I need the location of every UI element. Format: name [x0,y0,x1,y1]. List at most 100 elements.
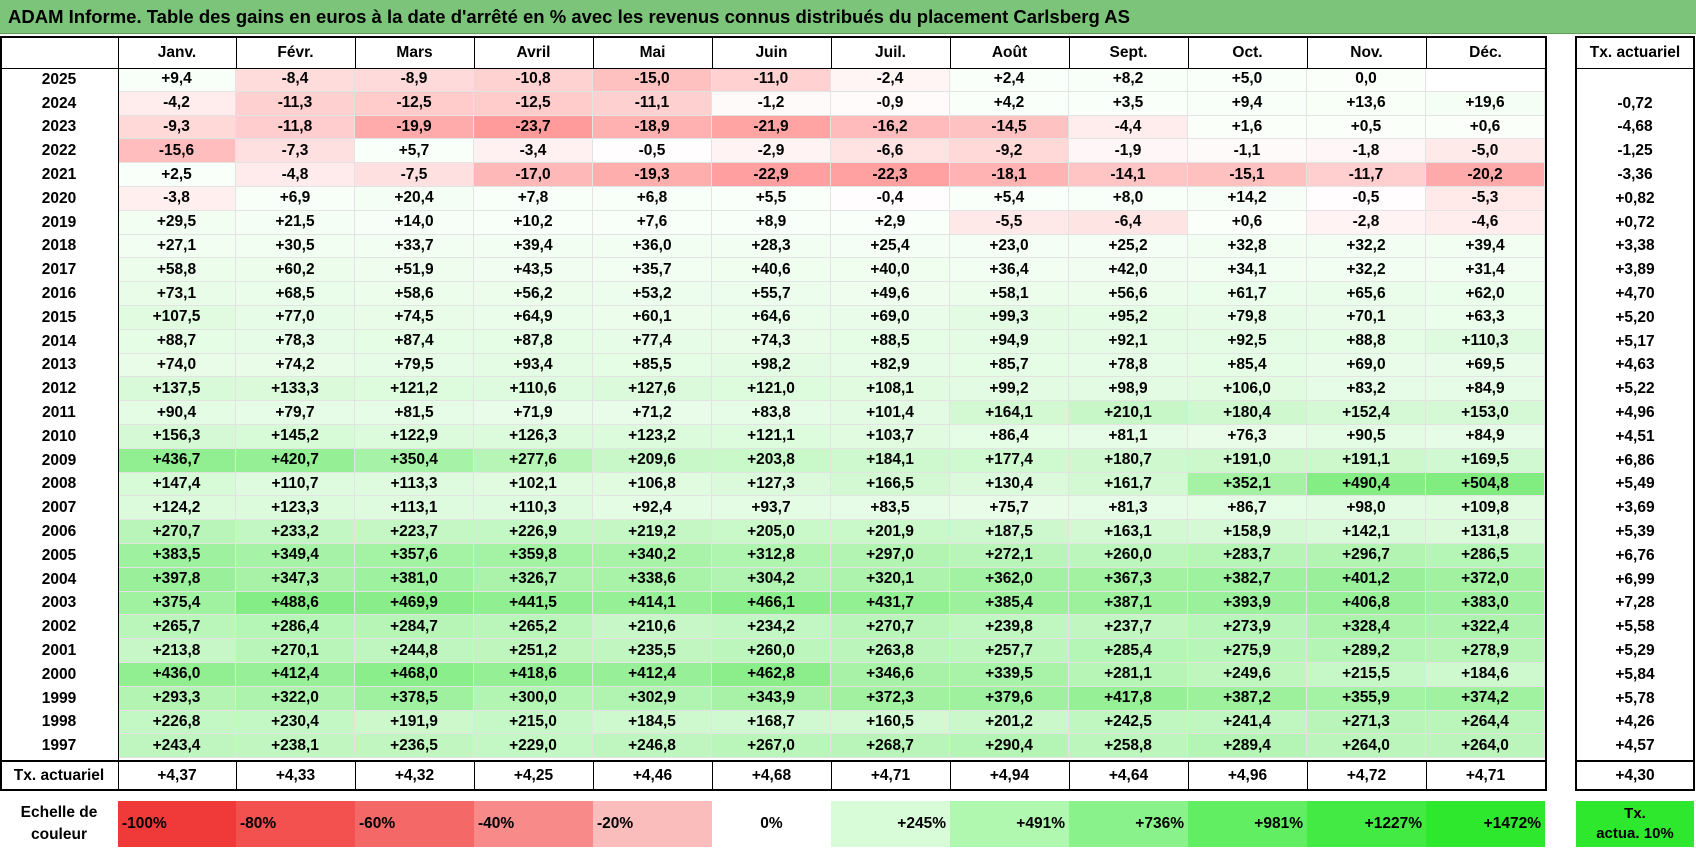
table-cell: +93,4 [474,353,593,378]
table-cell: +340,2 [593,544,712,568]
table-cell: +88,5 [831,329,950,354]
table-cell: +110,3 [474,496,593,521]
tx-actuariel-cell: +0,82 [1615,189,1655,207]
header-col-divider [950,38,951,68]
month-header: Juil. [874,44,906,61]
table-cell: +87,4 [355,329,474,354]
table-cell: +387,2 [1188,686,1307,711]
summary-col-divider [950,762,951,790]
table-cell: +270,7 [831,615,950,640]
table-cell: +110,3 [1426,329,1545,354]
table-cell: +488,6 [236,591,355,616]
table-cell: +187,5 [950,520,1069,544]
table-cell: +81,3 [1069,496,1188,521]
table-cell: +441,5 [474,591,593,616]
color-scale-swatch: +1472% [1426,801,1545,847]
table-cell: +109,8 [1426,496,1545,521]
table-cell: +64,6 [712,306,831,330]
table-cell: +397,8 [118,567,236,592]
table-cell: +83,8 [712,401,831,425]
table-cell: +320,1 [831,567,950,592]
tx-actuariel-cell: +5,58 [1615,618,1655,636]
color-scale-swatch: +491% [950,801,1069,847]
table-cell: +102,1 [474,472,593,497]
table-cell: +2,4 [950,68,1069,92]
summary-cell: +4,32 [394,766,435,784]
table-cell: +242,5 [1069,710,1188,735]
summary-col-divider [474,762,475,790]
month-header: Nov. [1350,44,1383,61]
year-column-divider [118,38,119,790]
table-cell: -19,3 [593,163,712,187]
table-cell: +346,6 [831,663,950,687]
table-cell: +36,0 [593,234,712,259]
table-cell: +49,6 [831,282,950,306]
tx-actuariel-cell: -3,36 [1617,166,1653,184]
table-cell: +25,4 [831,234,950,259]
table-cell: +163,1 [1069,520,1188,544]
table-cell: +99,2 [950,377,1069,402]
table-cell: +226,9 [474,520,593,544]
year-label: 2019 [41,213,77,231]
header-col-divider [712,38,713,68]
color-scale-swatch: -60% [355,801,474,847]
table-cell: +469,9 [355,591,474,616]
year-label: 2015 [41,308,77,326]
month-header: Janv. [157,44,197,61]
table-cell: +32,8 [1188,234,1307,259]
year-label: 2025 [41,70,77,88]
table-cell: +20,4 [355,187,474,211]
table-cell: +372,0 [1426,567,1545,592]
table-cell: +264,0 [1426,734,1545,759]
table-cell: +234,2 [712,615,831,640]
table-cell: +77,4 [593,329,712,354]
table-cell: -21,9 [712,115,831,140]
table-cell: +92,5 [1188,329,1307,354]
table-cell: +4,2 [950,91,1069,116]
summary-cell: +4,71 [1465,766,1506,784]
table-cell: +13,6 [1307,91,1426,116]
table-cell: +239,8 [950,615,1069,640]
table-cell: -15,6 [118,139,236,164]
color-scale-swatch: +981% [1188,801,1307,847]
table-cell: +168,7 [712,710,831,735]
table-cell: +268,7 [831,734,950,759]
table-cell: +357,6 [355,544,474,568]
month-header: Août [991,44,1028,61]
summary-cell: +4,96 [1227,766,1268,784]
tx-actuariel-cell: +5,20 [1615,308,1655,326]
table-cell: +142,1 [1307,520,1426,544]
tx-actuariel-header: Tx. actuariel [1589,44,1681,61]
tx-actuariel-cell: +5,17 [1615,332,1655,350]
table-cell: +98,0 [1307,496,1426,521]
table-cell: +257,7 [950,639,1069,663]
table-cell: +209,6 [593,448,712,473]
table-cell: -0,5 [1307,187,1426,211]
table-cell: -11,1 [593,91,712,116]
table-cell: +123,2 [593,425,712,449]
year-label: 2003 [41,594,77,612]
month-header: Sept. [1109,44,1148,61]
table-cell: +180,7 [1069,448,1188,473]
table-cell: +81,5 [355,401,474,425]
table-cell: -10,8 [474,68,593,92]
table-cell: +126,3 [474,425,593,449]
table-cell: +229,0 [474,734,593,759]
table-cell: +35,7 [593,258,712,283]
summary-col-divider [1069,762,1070,790]
table-cell: +121,0 [712,377,831,402]
table-cell: +106,8 [593,472,712,497]
year-label: 2024 [41,94,77,112]
tx-actuariel-cell: +5,29 [1615,642,1655,660]
table-cell: -12,5 [474,91,593,116]
table-cell: -5,0 [1426,139,1545,164]
color-scale-swatch: -80% [236,801,355,847]
table-cell: +28,3 [712,234,831,259]
month-header: Oct. [1232,44,1263,61]
table-cell: +73,1 [118,282,236,306]
header-col-divider [1188,38,1189,68]
table-cell: +19,6 [1426,91,1545,116]
summary-cell: +4,46 [632,766,673,784]
table-cell: +31,4 [1426,258,1545,283]
table-cell: +93,7 [712,496,831,521]
